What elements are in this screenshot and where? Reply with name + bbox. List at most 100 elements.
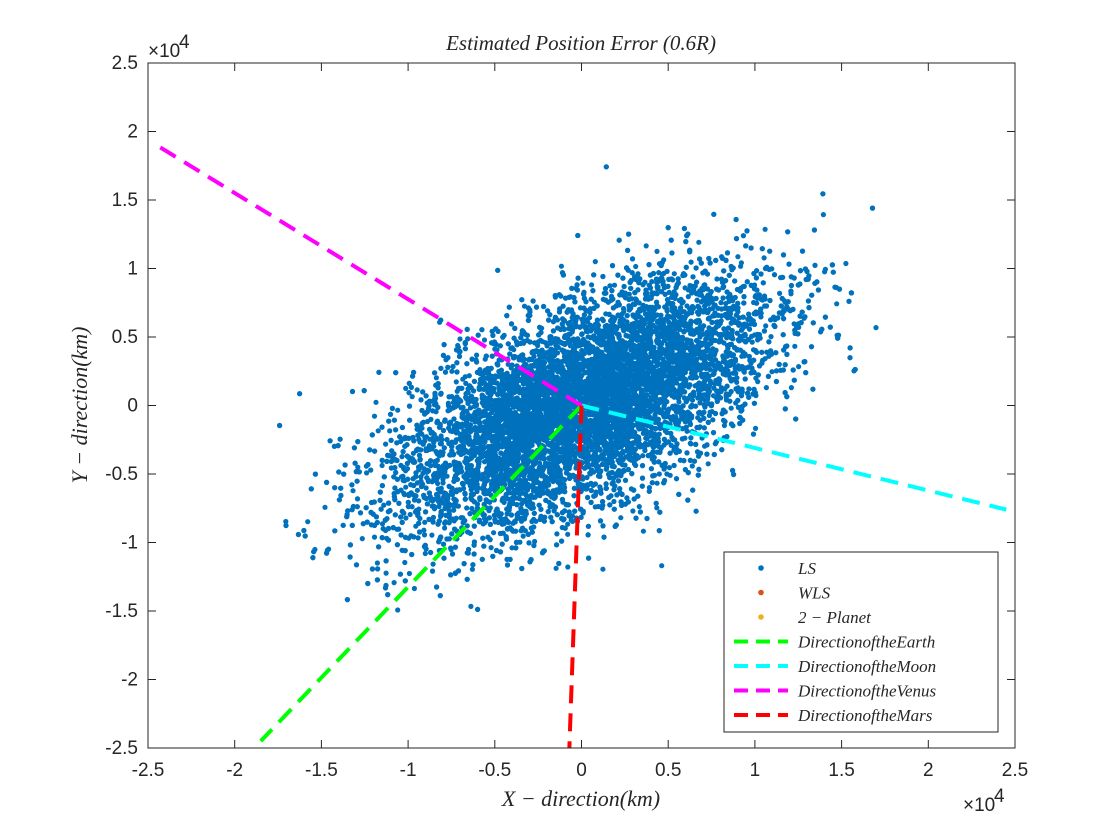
ls-point <box>379 521 386 527</box>
ls-point <box>640 528 647 534</box>
ls-point <box>640 453 646 459</box>
ls-point <box>710 417 716 423</box>
ls-point <box>568 517 574 523</box>
ls-point <box>689 463 695 469</box>
ls-point <box>407 511 413 518</box>
ls-point <box>728 405 734 411</box>
ls-point <box>429 532 435 538</box>
ls-point <box>422 550 428 557</box>
ls-point <box>395 407 401 413</box>
ls-point <box>761 255 767 261</box>
ls-point <box>411 585 417 592</box>
ls-point <box>873 325 879 331</box>
ls-point <box>654 248 660 254</box>
ls-point <box>664 471 670 477</box>
ls-point <box>636 504 642 510</box>
ls-point <box>395 607 401 613</box>
ls-point <box>424 418 431 425</box>
ls-point <box>449 368 455 374</box>
ls-point <box>481 337 488 343</box>
ls-point <box>763 385 770 391</box>
ls-point <box>633 263 639 270</box>
ls-point <box>834 301 840 307</box>
ls-point <box>505 496 511 502</box>
ls-point <box>752 425 759 431</box>
ls-point <box>822 269 828 275</box>
ls-point <box>371 413 378 419</box>
ls-point <box>630 508 636 514</box>
ls-point <box>414 487 420 493</box>
ls-point <box>416 498 422 504</box>
ls-point <box>403 385 409 391</box>
ls-point <box>659 563 665 569</box>
ls-point <box>654 480 660 486</box>
ls-point <box>654 505 660 511</box>
ls-point <box>460 376 466 382</box>
ls-point <box>769 369 775 375</box>
ls-point <box>689 397 696 403</box>
ls-point <box>505 361 511 367</box>
ls-point <box>491 530 497 536</box>
ls-point <box>383 441 389 447</box>
ls-point <box>520 533 526 539</box>
ls-point <box>755 379 761 385</box>
ls-point <box>592 259 598 265</box>
ls-point <box>649 279 655 285</box>
ls-point <box>403 484 409 490</box>
ls-point <box>718 300 724 306</box>
ls-point <box>430 561 436 567</box>
ls-point <box>611 498 617 505</box>
ls-point <box>580 280 586 286</box>
ls-point <box>656 471 662 477</box>
ls-point <box>714 276 720 282</box>
ls-point <box>433 375 439 381</box>
ls-point <box>796 364 802 370</box>
ls-point <box>553 565 559 571</box>
ls-point <box>763 323 769 329</box>
ls-point <box>402 559 408 566</box>
ls-point <box>414 387 420 393</box>
ls-point <box>488 545 494 551</box>
ls-point <box>453 379 459 385</box>
ls-point <box>611 282 618 288</box>
ls-point <box>442 525 448 531</box>
ls-point <box>457 336 463 342</box>
ls-point <box>626 291 632 297</box>
ls-point <box>464 505 470 511</box>
ls-point <box>383 570 389 576</box>
ls-point <box>721 422 728 429</box>
ls-point <box>696 239 702 245</box>
ls-point <box>374 560 380 566</box>
ls-point <box>558 263 565 269</box>
ls-point <box>464 523 470 529</box>
ls-point <box>532 538 538 545</box>
ls-point <box>565 564 571 570</box>
ls-point <box>540 339 546 345</box>
ls-point <box>375 428 381 434</box>
ls-point <box>583 346 589 352</box>
ls-point <box>403 515 409 521</box>
ls-point <box>584 474 590 481</box>
ls-point <box>359 536 365 542</box>
ls-point <box>368 467 374 473</box>
ls-point <box>762 226 768 232</box>
ls-point <box>706 412 713 419</box>
ls-point <box>666 289 672 295</box>
ls-point <box>600 566 606 572</box>
ls-point <box>379 462 385 469</box>
ls-point <box>468 603 474 610</box>
ls-point <box>688 259 694 265</box>
ls-point <box>283 518 289 525</box>
ls-point <box>666 465 673 471</box>
ls-point <box>738 260 745 266</box>
ls-point <box>355 464 361 470</box>
ls-point <box>521 303 528 309</box>
ls-point <box>788 385 795 391</box>
ls-point <box>565 521 571 527</box>
ls-point <box>509 545 515 551</box>
ls-point <box>618 515 624 521</box>
ls-point <box>381 502 387 508</box>
ls-point <box>768 334 774 340</box>
ls-point <box>364 470 370 476</box>
